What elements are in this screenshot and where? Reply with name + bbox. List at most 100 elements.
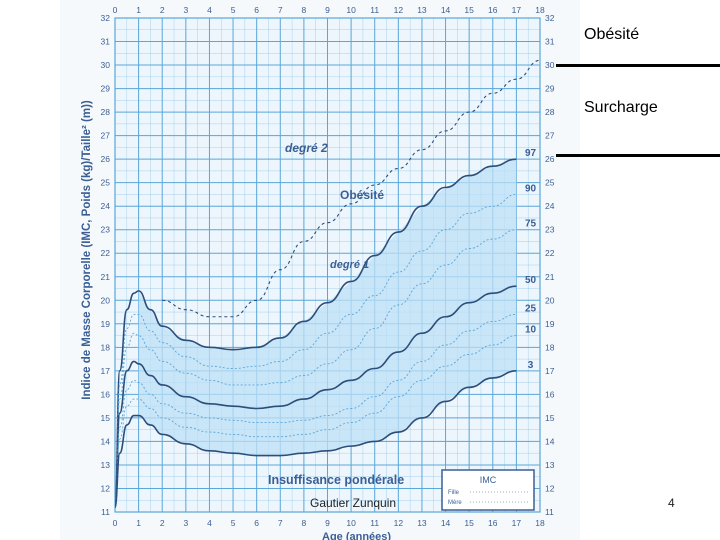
x-tick-label-bottom: 6 [254, 518, 259, 528]
y-tick-label-right: 23 [545, 225, 555, 235]
line-obesite [556, 64, 720, 67]
percentile-label: 75 [525, 219, 537, 230]
y-tick-label-left: 21 [101, 272, 111, 282]
x-tick-label-bottom: 12 [394, 518, 404, 528]
x-tick-label-top: 9 [325, 5, 330, 15]
x-tick-label-bottom: 0 [113, 518, 118, 528]
legend-box: IMC Fille Mère [441, 469, 535, 511]
x-tick-label-bottom: 10 [346, 518, 356, 528]
y-tick-label-left: 22 [101, 248, 111, 258]
y-tick-label-right: 11 [545, 507, 554, 517]
y-axis-label: Indice de Masse Corporelle (IMC, Poids (… [81, 100, 93, 400]
y-tick-label-right: 27 [545, 131, 555, 141]
x-tick-label-bottom: 7 [278, 518, 283, 528]
y-tick-label-left: 24 [101, 201, 111, 211]
legend-mother: Mère [448, 500, 462, 506]
y-tick-label-left: 28 [101, 107, 111, 117]
y-tick-label-left: 13 [101, 460, 111, 470]
y-tick-label-left: 11 [101, 507, 110, 517]
y-tick-label-right: 12 [545, 483, 555, 493]
x-tick-label-bottom: 14 [441, 518, 451, 528]
x-tick-label-top: 11 [370, 5, 379, 15]
y-tick-label-right: 29 [545, 84, 555, 94]
y-tick-label-left: 12 [101, 483, 111, 493]
annotation-insuffisance: Insuffisance pondérale [268, 473, 404, 487]
x-tick-label-top: 2 [160, 5, 165, 15]
y-tick-label-right: 15 [545, 413, 555, 423]
y-tick-label-right: 19 [545, 319, 555, 329]
y-tick-label-right: 30 [545, 60, 555, 70]
x-axis-label: Age (années) [322, 531, 391, 540]
y-tick-label-right: 28 [545, 107, 555, 117]
normal-range-band [138, 159, 517, 456]
y-tick-label-right: 32 [545, 13, 555, 23]
x-tick-label-top: 4 [207, 5, 212, 15]
y-tick-label-right: 14 [545, 436, 555, 446]
percentile-label: 50 [525, 275, 537, 286]
curve-p75 [114, 229, 517, 508]
y-tick-label-left: 27 [101, 131, 111, 141]
curve-p3 [114, 370, 517, 509]
x-tick-label-bottom: 15 [464, 518, 474, 528]
percentile-label: 3 [528, 360, 534, 371]
y-tick-label-left: 30 [101, 60, 111, 70]
y-tick-label-left: 20 [101, 295, 111, 305]
author: Gautier Zunquin [310, 496, 397, 510]
y-tick-label-left: 25 [101, 178, 111, 188]
curve-p10 [114, 335, 517, 508]
x-tick-label-bottom: 5 [231, 518, 236, 528]
y-tick-label-right: 22 [545, 248, 555, 258]
page-number: 4 [668, 496, 675, 510]
y-tick-label-left: 29 [101, 84, 111, 94]
x-tick-label-bottom: 13 [417, 518, 427, 528]
y-tick-label-left: 32 [101, 13, 111, 23]
label-obesite: Obésité [584, 26, 640, 43]
x-tick-label-top: 6 [254, 5, 259, 15]
y-tick-label-right: 24 [545, 201, 555, 211]
y-tick-label-left: 19 [101, 319, 111, 329]
curve-p90 [114, 193, 517, 508]
y-tick-label-right: 16 [545, 389, 555, 399]
plot-frame [114, 17, 541, 513]
percentile-label: 10 [525, 325, 537, 336]
x-tick-label-top: 8 [302, 5, 307, 15]
percentile-curves [114, 59, 541, 509]
percentile-label: 97 [525, 148, 537, 159]
percentile-label: 90 [525, 183, 537, 194]
x-tick-label-top: 17 [512, 5, 522, 15]
curve-pdegr2 [162, 59, 541, 318]
y-tick-label-left: 23 [101, 225, 111, 235]
y-tick-label-right: 21 [545, 272, 555, 282]
x-tick-label-bottom: 2 [160, 518, 165, 528]
x-tick-label-top: 18 [535, 5, 545, 15]
x-tick-label-top: 16 [488, 5, 498, 15]
x-tick-label-top: 14 [441, 5, 451, 15]
line-surcharge [556, 154, 720, 157]
y-tick-label-right: 26 [545, 154, 555, 164]
annotation-obesite: Obésité [340, 188, 384, 202]
x-tick-label-bottom: 8 [302, 518, 307, 528]
legend-girl: Fille [448, 490, 460, 496]
x-tick-label-bottom: 1 [136, 518, 141, 528]
x-tick-label-bottom: 9 [325, 518, 330, 528]
curve-p50 [114, 285, 517, 509]
y-tick-label-right: 20 [545, 295, 555, 305]
y-tick-label-left: 16 [101, 389, 111, 399]
legend-title: IMC [480, 475, 497, 485]
x-tick-label-bottom: 18 [535, 518, 545, 528]
y-tick-label-right: 17 [545, 366, 555, 376]
y-tick-label-right: 18 [545, 342, 555, 352]
x-tick-label-bottom: 3 [183, 518, 188, 528]
label-surcharge: Surcharge [584, 99, 658, 116]
percentile-labels: 97 90 75 50 25 10 3 [525, 148, 537, 371]
x-tick-label-top: 1 [136, 5, 141, 15]
y-tick-label-right: 25 [545, 178, 555, 188]
y-tick-label-right: 31 [545, 37, 555, 47]
x-tick-label-top: 10 [346, 5, 356, 15]
x-tick-label-top: 5 [231, 5, 236, 15]
x-tick-label-top: 0 [113, 5, 118, 15]
x-tick-label-top: 7 [278, 5, 283, 15]
percentile-label: 25 [525, 303, 537, 314]
x-tick-label-top: 3 [183, 5, 188, 15]
